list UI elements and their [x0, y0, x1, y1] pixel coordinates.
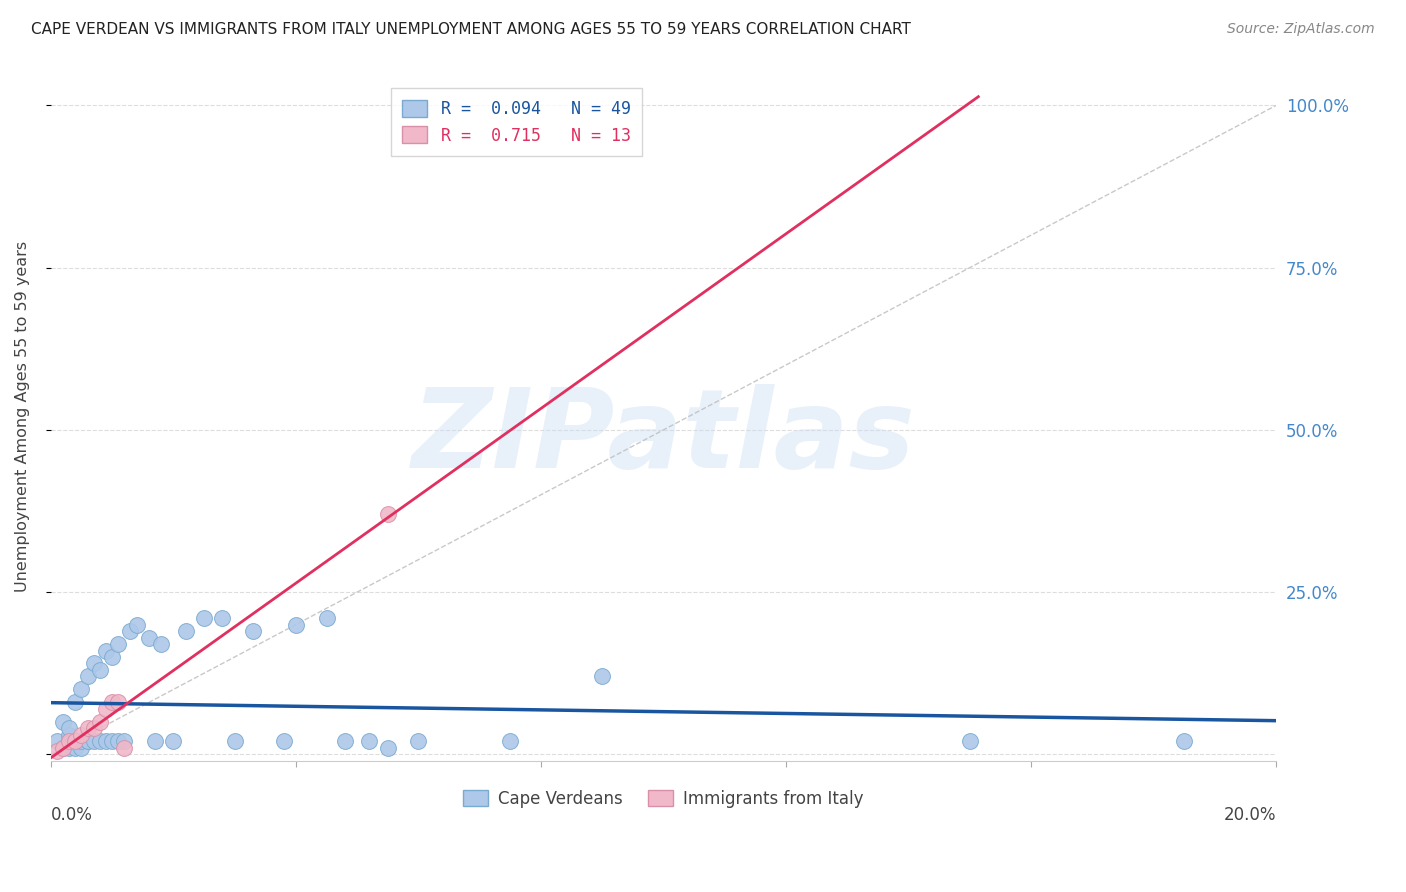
Text: 20.0%: 20.0%: [1223, 805, 1277, 823]
Point: [76, 722, 98, 736]
Point: [46, 744, 69, 758]
Point: [112, 740, 135, 755]
Point: [174, 624, 197, 638]
Point: [150, 637, 173, 651]
Point: [377, 508, 399, 522]
Point: [359, 734, 381, 748]
Point: [94, 702, 117, 716]
Point: [70, 682, 93, 697]
Point: [65, 734, 87, 748]
Legend: Cape Verdeans, Immigrants from Italy: Cape Verdeans, Immigrants from Italy: [457, 783, 870, 814]
Point: [333, 734, 356, 748]
Point: [959, 734, 981, 748]
Text: CAPE VERDEAN VS IMMIGRANTS FROM ITALY UNEMPLOYMENT AMONG AGES 55 TO 59 YEARS COR: CAPE VERDEAN VS IMMIGRANTS FROM ITALY UN…: [31, 22, 911, 37]
Point: [211, 611, 233, 625]
Point: [52, 714, 75, 729]
Point: [143, 734, 166, 748]
Point: [125, 617, 148, 632]
Point: [52, 740, 75, 755]
Point: [162, 734, 184, 748]
Text: ZIPatlas: ZIPatlas: [412, 384, 915, 491]
Point: [58, 728, 80, 742]
Point: [65, 734, 87, 748]
Point: [94, 643, 117, 657]
Text: 0.0%: 0.0%: [51, 805, 93, 823]
Point: [224, 734, 246, 748]
Point: [52, 740, 75, 755]
Point: [408, 734, 430, 748]
Point: [76, 669, 98, 683]
Point: [65, 740, 87, 755]
Point: [101, 650, 124, 665]
Point: [499, 734, 522, 748]
Point: [70, 740, 93, 755]
Point: [89, 714, 111, 729]
Point: [65, 695, 87, 709]
Point: [107, 695, 129, 709]
Point: [273, 734, 295, 748]
Point: [591, 669, 613, 683]
Point: [120, 624, 142, 638]
Point: [101, 695, 124, 709]
Point: [58, 734, 80, 748]
Text: Source: ZipAtlas.com: Source: ZipAtlas.com: [1227, 22, 1375, 37]
Point: [83, 734, 105, 748]
Point: [193, 611, 215, 625]
Point: [377, 740, 399, 755]
Point: [58, 722, 80, 736]
Point: [107, 734, 129, 748]
Point: [101, 734, 124, 748]
Point: [242, 624, 264, 638]
Point: [83, 657, 105, 671]
Point: [89, 663, 111, 677]
Point: [315, 611, 337, 625]
Point: [284, 617, 307, 632]
Point: [76, 734, 98, 748]
Point: [89, 734, 111, 748]
Y-axis label: Unemployment Among Ages 55 to 59 years: Unemployment Among Ages 55 to 59 years: [15, 242, 30, 592]
Point: [1173, 734, 1195, 748]
Point: [138, 631, 160, 645]
Point: [58, 740, 80, 755]
Point: [112, 734, 135, 748]
Point: [46, 734, 69, 748]
Point: [83, 722, 105, 736]
Point: [70, 728, 93, 742]
Point: [70, 734, 93, 748]
Point: [58, 734, 80, 748]
Point: [107, 637, 129, 651]
Point: [76, 734, 98, 748]
Point: [94, 734, 117, 748]
